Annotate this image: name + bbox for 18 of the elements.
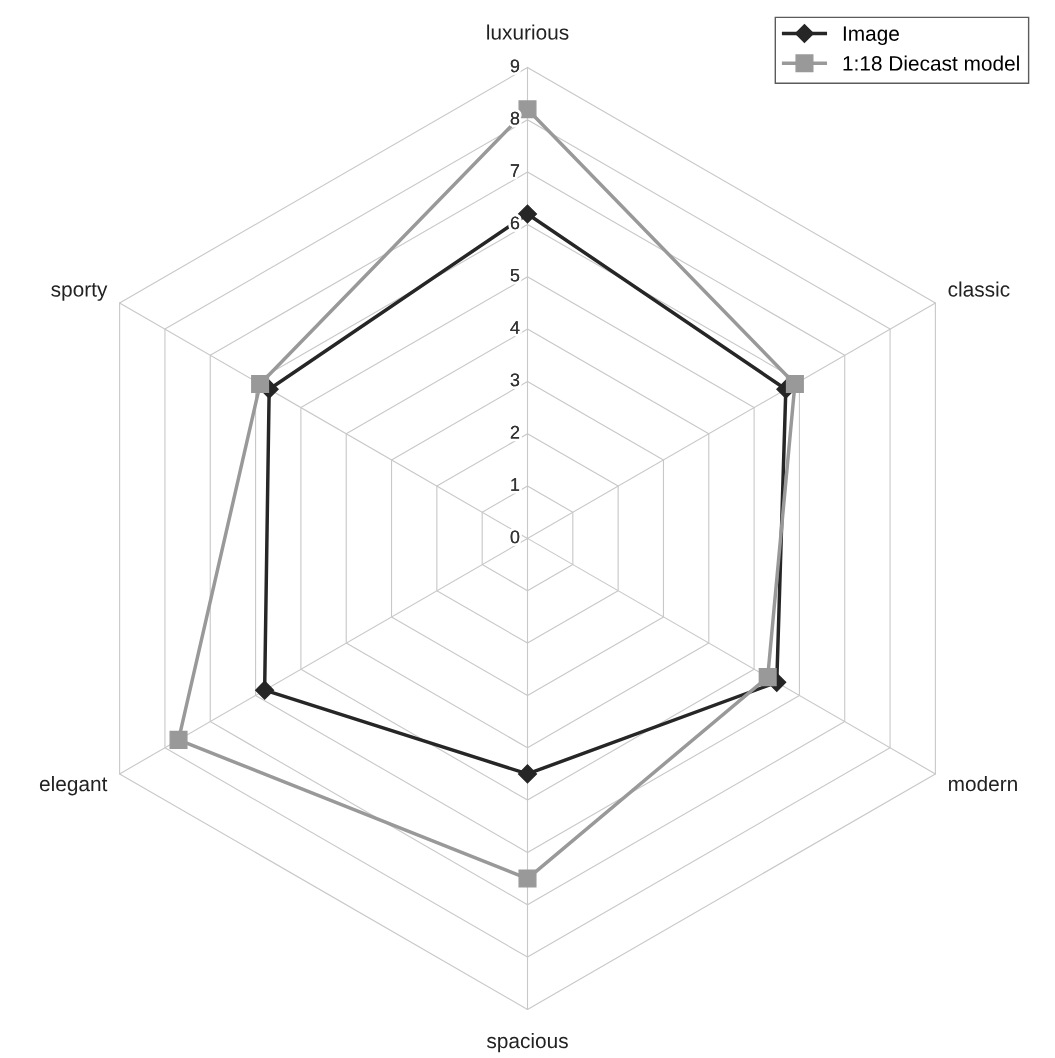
y-tick-label: 6: [510, 216, 520, 230]
y-tick-label: 5: [510, 269, 520, 282]
spoke-label: luxurious: [487, 24, 569, 40]
y-tick-label: 3: [510, 373, 520, 387]
legend-label: Image: [843, 26, 899, 46]
spoke-label: sporty: [51, 283, 108, 301]
y-tick-label: 2: [510, 425, 520, 439]
spoke-label: spacious: [486, 1032, 568, 1053]
spoke-label: classic: [948, 281, 1010, 297]
spoke-label: elegant: [39, 775, 108, 796]
y-tick-label: 7: [510, 164, 520, 177]
y-tick-label: 1: [511, 478, 520, 491]
y-tick-label: 8: [510, 111, 520, 125]
spoke-label: modern: [949, 775, 1017, 792]
y-tick-label: 4: [510, 321, 520, 334]
y-tick-label: 0: [510, 530, 520, 544]
legend-label: 1:18 Diecast model: [843, 55, 1019, 71]
y-tick-label: 9: [510, 59, 520, 73]
